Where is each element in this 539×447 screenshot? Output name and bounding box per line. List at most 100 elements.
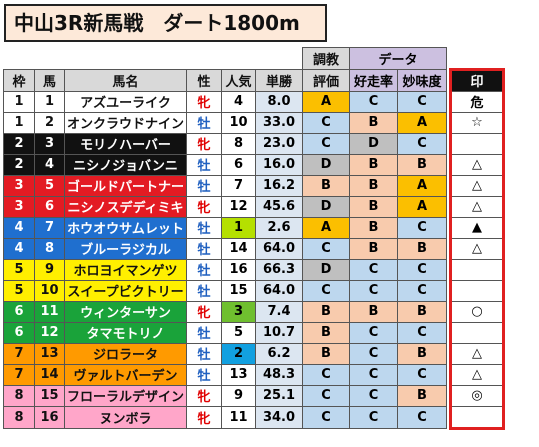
horse-name-cell: ニシノスデディミキ: [64, 195, 187, 218]
header-interest: 妙味度: [397, 68, 447, 92]
interest-grade-cell: A: [397, 111, 447, 134]
good-rate-grade-cell: B: [349, 153, 398, 176]
interest-grade-cell: B: [397, 153, 447, 176]
mark-cell: ▲: [449, 216, 505, 239]
popularity-cell: 15: [221, 279, 256, 302]
table-row: 3 5 ゴールドパートナー牡 7 16.2 B B A △: [3, 174, 505, 197]
popularity-cell: 10: [221, 111, 256, 134]
sex-cell: 牡: [186, 153, 222, 176]
horse-name-cell: タマモトリノ: [64, 321, 187, 344]
training-grade-cell: D: [302, 153, 350, 176]
header-data-group: データ: [349, 47, 447, 70]
odds-cell: 64.0: [255, 237, 303, 260]
header-uma: 馬: [34, 68, 65, 92]
sex-cell: 牝: [186, 90, 222, 113]
popularity-cell: 16: [221, 258, 256, 281]
odds-cell: 33.0: [255, 111, 303, 134]
popularity-cell: 6: [221, 153, 256, 176]
header-training: 評価: [302, 68, 350, 92]
training-grade-cell: C: [302, 384, 350, 407]
horse-number-cell: 8: [34, 237, 65, 260]
header-good-rate: 好走率: [349, 68, 398, 92]
odds-cell: 16.2: [255, 174, 303, 197]
waku-cell: 7: [3, 363, 35, 386]
horse-number-cell: 12: [34, 321, 65, 344]
waku-cell: 3: [3, 195, 35, 218]
waku-cell: 1: [3, 90, 35, 113]
good-rate-grade-cell: C: [349, 384, 398, 407]
horse-name-cell: オンクラウドナイン: [64, 111, 187, 134]
table-row: 6 11 ウィンターサン牝 3 7.4 B B B ○: [3, 300, 505, 323]
mark-cell: △: [449, 363, 505, 386]
horse-name-cell: スイープビクトリー: [64, 279, 187, 302]
sex-cell: 牡: [186, 216, 222, 239]
good-rate-grade-cell: C: [349, 90, 398, 113]
popularity-cell: 2: [221, 342, 256, 365]
training-grade-cell: A: [302, 90, 350, 113]
interest-grade-cell: B: [397, 384, 447, 407]
odds-cell: 10.7: [255, 321, 303, 344]
odds-cell: 8.0: [255, 90, 303, 113]
training-grade-cell: C: [302, 111, 350, 134]
good-rate-grade-cell: C: [349, 405, 398, 429]
table-row: 4 8 ブルーラジカル牡 14 64.0 C B B △: [3, 237, 505, 260]
popularity-cell: 7: [221, 174, 256, 197]
horse-number-cell: 14: [34, 363, 65, 386]
sex-cell: 牡: [186, 321, 222, 344]
sex-cell: 牝: [186, 195, 222, 218]
table-row: 2 4 ニシノジョバンニ牡 6 16.0 D B B △: [3, 153, 505, 176]
training-grade-cell: C: [302, 237, 350, 260]
sex-cell: 牡: [186, 258, 222, 281]
good-rate-grade-cell: C: [349, 321, 398, 344]
mark-cell: ◎: [449, 384, 505, 407]
table-row: 3 6 ニシノスデディミキ牝 12 45.6 D B A △: [3, 195, 505, 218]
table-row: 6 12 タマモトリノ牡 5 10.7 B C C: [3, 321, 505, 344]
header-odds: 単勝: [255, 68, 303, 92]
mark-cell: [449, 132, 505, 155]
good-rate-grade-cell: B: [349, 216, 398, 239]
table-row: 7 13 ジロラータ牡 2 6.2 B C B △: [3, 342, 505, 365]
interest-grade-cell: A: [397, 174, 447, 197]
mark-cell: 危: [449, 90, 505, 113]
good-rate-grade-cell: C: [349, 258, 398, 281]
horse-number-cell: 3: [34, 132, 65, 155]
sex-cell: 牡: [186, 174, 222, 197]
interest-grade-cell: B: [397, 300, 447, 323]
training-grade-cell: C: [302, 405, 350, 429]
sex-cell: 牡: [186, 363, 222, 386]
mark-cell: [449, 279, 505, 302]
horse-name-cell: ホロヨイマンゲツ: [64, 258, 187, 281]
good-rate-grade-cell: C: [349, 342, 398, 365]
horse-number-cell: 7: [34, 216, 65, 239]
waku-cell: 7: [3, 342, 35, 365]
training-grade-cell: B: [302, 300, 350, 323]
training-grade-cell: C: [302, 279, 350, 302]
horse-name-cell: ゴールドパートナー: [64, 174, 187, 197]
popularity-cell: 1: [221, 216, 256, 239]
interest-grade-cell: C: [397, 132, 447, 155]
mark-cell: △: [449, 153, 505, 176]
good-rate-grade-cell: B: [349, 111, 398, 134]
horse-number-cell: 10: [34, 279, 65, 302]
interest-grade-cell: C: [397, 216, 447, 239]
horse-name-cell: ホウオウサムレット: [64, 216, 187, 239]
popularity-cell: 14: [221, 237, 256, 260]
horse-number-cell: 2: [34, 111, 65, 134]
odds-cell: 16.0: [255, 153, 303, 176]
interest-grade-cell: B: [397, 342, 447, 365]
horse-name-cell: ウィンターサン: [64, 300, 187, 323]
table-row: 5 10 スイープビクトリー牡 15 64.0 C C C: [3, 279, 505, 302]
table-row: 8 15 フローラルデザイン牝 9 25.1 C C B ◎: [3, 384, 505, 407]
table-row: 2 3 モリノハーバー牝 8 23.0 C D C: [3, 132, 505, 155]
mark-cell: △: [449, 237, 505, 260]
horse-name-cell: フローラルデザイン: [64, 384, 187, 407]
good-rate-grade-cell: B: [349, 300, 398, 323]
horse-number-cell: 16: [34, 405, 65, 429]
good-rate-grade-cell: C: [349, 363, 398, 386]
waku-cell: 8: [3, 405, 35, 429]
header-sex: 性: [186, 68, 222, 92]
header-name: 馬名: [64, 68, 187, 92]
interest-grade-cell: C: [397, 279, 447, 302]
sex-cell: 牝: [186, 300, 222, 323]
odds-cell: 7.4: [255, 300, 303, 323]
